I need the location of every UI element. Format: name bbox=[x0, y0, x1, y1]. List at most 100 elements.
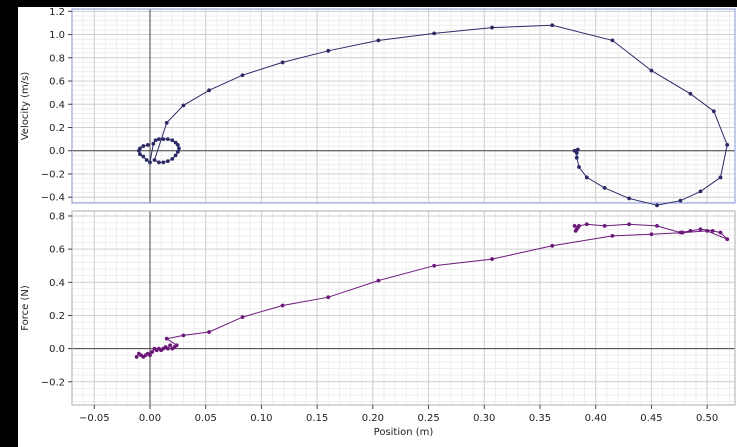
y-axis-label: Force (N) bbox=[20, 285, 31, 331]
x-tick-label: 0.45 bbox=[640, 413, 662, 424]
data-point bbox=[174, 343, 179, 348]
data-point bbox=[161, 137, 166, 142]
plot-border bbox=[71, 8, 736, 204]
data-point bbox=[148, 353, 152, 358]
x-tick-label: 0.10 bbox=[250, 413, 272, 424]
data-point bbox=[574, 155, 579, 160]
data-point bbox=[575, 147, 580, 152]
data-point bbox=[161, 160, 166, 165]
data-point bbox=[688, 228, 693, 233]
x-tick-label: 0.25 bbox=[417, 413, 439, 424]
data-point bbox=[627, 222, 632, 227]
y-tick-label: 1.0 bbox=[49, 30, 65, 41]
y-tick-label: 0.6 bbox=[49, 77, 65, 88]
x-tick-label: 0.30 bbox=[473, 413, 495, 424]
data-point bbox=[584, 175, 589, 180]
plot-border bbox=[71, 210, 736, 406]
x-tick-label: 0.00 bbox=[139, 413, 161, 424]
data-point bbox=[573, 228, 578, 233]
y-tick-label: −0.2 bbox=[41, 377, 65, 388]
x-tick-label: 0.15 bbox=[306, 413, 328, 424]
data-point bbox=[168, 343, 172, 348]
y-tick-label: 0.0 bbox=[49, 146, 65, 157]
x-axis-label: Position (m) bbox=[374, 427, 434, 438]
data-point bbox=[141, 144, 146, 148]
data-point bbox=[575, 225, 580, 230]
data-point bbox=[376, 278, 381, 283]
data-point bbox=[678, 198, 683, 203]
data-point bbox=[141, 154, 146, 159]
data-point bbox=[165, 137, 170, 142]
data-point bbox=[207, 88, 211, 93]
data-point bbox=[173, 153, 178, 158]
series-line bbox=[138, 24, 728, 206]
data-point bbox=[150, 350, 155, 354]
data-point bbox=[157, 137, 161, 142]
data-point bbox=[602, 224, 607, 228]
data-point bbox=[280, 60, 285, 65]
y-tick-label: −0.2 bbox=[41, 169, 65, 180]
data-point bbox=[577, 165, 581, 169]
y-tick-label: 0.4 bbox=[49, 278, 65, 289]
y-tick-label: −0.4 bbox=[41, 193, 65, 204]
data-point bbox=[175, 149, 180, 154]
data-point bbox=[649, 232, 654, 237]
y-tick-label: 1.2 bbox=[49, 7, 65, 18]
x-tick-label: 0.40 bbox=[585, 413, 607, 424]
data-point bbox=[602, 185, 607, 190]
data-point bbox=[136, 148, 141, 153]
y-tick-label: 0.8 bbox=[49, 53, 65, 64]
data-point bbox=[170, 156, 175, 161]
data-point bbox=[240, 73, 245, 78]
data-point bbox=[718, 175, 723, 180]
data-point bbox=[175, 143, 180, 147]
y-tick-label: 0.8 bbox=[49, 211, 65, 222]
y-tick-label: 0.0 bbox=[49, 344, 65, 355]
data-point bbox=[145, 143, 150, 147]
data-point bbox=[655, 224, 659, 228]
data-point bbox=[207, 330, 211, 334]
data-point bbox=[550, 243, 555, 248]
plot-area bbox=[72, 211, 735, 405]
y-axis-label: Velocity (m/s) bbox=[20, 72, 31, 141]
data-point bbox=[610, 233, 615, 238]
data-point bbox=[711, 109, 716, 114]
data-point bbox=[148, 160, 152, 165]
data-point bbox=[710, 228, 715, 233]
x-tick-label: 0.20 bbox=[362, 413, 384, 424]
data-point bbox=[177, 146, 181, 151]
data-point bbox=[144, 158, 149, 162]
data-point bbox=[157, 160, 161, 165]
data-point bbox=[376, 38, 381, 43]
y-tick-label: 0.4 bbox=[49, 100, 65, 111]
plot-force: −0.2 0.0 0.2 0.4 0.6 0.8 −0.05 0.00 0.05 0.10 0.15… bbox=[20, 210, 736, 438]
data-point bbox=[725, 143, 730, 147]
data-point bbox=[725, 237, 730, 242]
y-tick-label: 0.2 bbox=[49, 311, 65, 322]
data-point bbox=[627, 196, 632, 201]
data-point bbox=[698, 227, 703, 232]
data-point bbox=[181, 103, 186, 108]
data-point bbox=[584, 222, 589, 227]
data-point bbox=[705, 228, 710, 233]
position-graphs: −0.4 −0.2 0.0 0.2 0.4 0.6 0.8 1.0 1.2 Velocity (m… bbox=[20, 7, 736, 438]
data-point bbox=[164, 336, 169, 341]
data-point bbox=[718, 230, 723, 235]
data-point bbox=[153, 138, 158, 143]
data-point bbox=[688, 91, 693, 96]
data-point bbox=[490, 257, 494, 261]
data-point bbox=[326, 48, 331, 53]
x-tick-label: −0.05 bbox=[79, 413, 110, 424]
data-point bbox=[151, 141, 156, 146]
graph-panel: −0.4 −0.2 0.0 0.2 0.4 0.6 0.8 1.0 1.2 Velocity (m… bbox=[18, 7, 737, 447]
data-point bbox=[170, 138, 175, 143]
data-point bbox=[432, 31, 437, 36]
data-point bbox=[490, 25, 494, 30]
data-point bbox=[165, 346, 170, 351]
data-point bbox=[432, 263, 437, 268]
data-point bbox=[164, 120, 169, 125]
data-point bbox=[678, 230, 683, 235]
data-point bbox=[572, 148, 577, 153]
data-point bbox=[610, 38, 615, 43]
data-point bbox=[649, 68, 654, 73]
